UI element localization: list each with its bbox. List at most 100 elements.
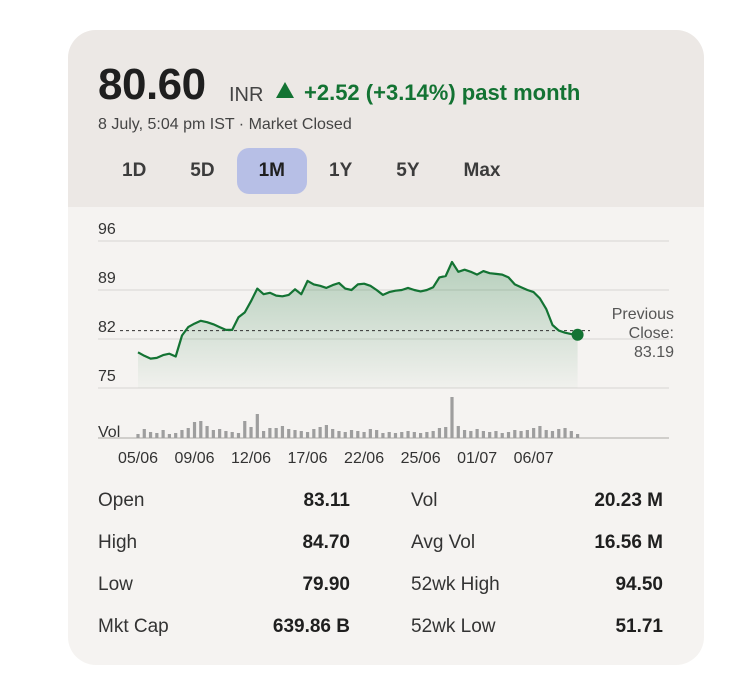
stock-card: 80.60 INR +2.52 (+3.14%) past month 8 Ju…: [68, 30, 704, 665]
volume-bar: [243, 421, 247, 438]
currency: INR: [229, 84, 264, 106]
stat-value: 51.71: [615, 616, 663, 637]
volume-bar: [569, 431, 573, 438]
price-change: +2.52 (+3.14%) past month: [304, 80, 581, 105]
volume-bar: [356, 431, 360, 438]
volume-bar: [274, 428, 278, 438]
stat-label: 52wk Low: [411, 616, 496, 637]
volume-bar: [506, 432, 511, 438]
volume-bar: [532, 428, 536, 438]
volume-bar: [419, 433, 423, 438]
x-tick-label: 12/06: [231, 450, 271, 467]
range-tab[interactable]: 5Y: [396, 160, 420, 181]
volume-bar: [500, 433, 504, 438]
price: 80.60: [98, 60, 206, 109]
previous-close-label: Previous Close:: [611, 306, 674, 342]
volume-bar: [331, 429, 335, 438]
previous-close-value: 83.19: [633, 344, 674, 361]
volume-bar: [425, 432, 429, 438]
card-header: 80.60 INR +2.52 (+3.14%) past month 8 Ju…: [68, 30, 704, 207]
range-tab[interactable]: Max: [463, 160, 501, 181]
range-tabs: 1D 5D 1M 1Y 5Y Max: [100, 148, 522, 194]
volume-bar: [218, 429, 222, 438]
volume-bar: [186, 428, 190, 438]
volume-bar: [488, 432, 492, 438]
volume-bar: [180, 430, 184, 438]
volume-bar: [462, 430, 467, 438]
volume-bar: [557, 429, 561, 438]
range-tab[interactable]: 1D: [122, 160, 147, 181]
volume-bar: [387, 432, 391, 438]
volume-bar: [544, 430, 548, 438]
stat-value: 639.86 B: [272, 616, 350, 637]
x-tick-label: 01/07: [457, 450, 497, 467]
range-tab[interactable]: 1Y: [329, 160, 353, 181]
volume-bar: [161, 430, 165, 438]
volume-bar: [481, 431, 485, 438]
volume-bar: [494, 431, 498, 438]
previous-close-note: Previous Close: 83.19: [594, 305, 674, 362]
volume-bar: [576, 434, 580, 438]
x-tick-label: 09/06: [174, 450, 214, 467]
volume-bar: [412, 432, 416, 438]
volume-bar: [538, 426, 542, 438]
y-tick-label: 82: [98, 319, 116, 336]
volume-bar: [268, 428, 272, 438]
volume-bar: [280, 426, 285, 438]
volume-bar: [155, 433, 159, 438]
volume-bar: [368, 429, 372, 438]
volume-bar: [230, 432, 234, 438]
volume-bar: [205, 426, 209, 438]
volume-bar: [287, 429, 291, 438]
volume-bar: [375, 430, 379, 438]
range-tab[interactable]: 1M: [236, 148, 307, 194]
price-area: [138, 262, 578, 388]
volume-bar: [174, 433, 178, 438]
volume-bar: [249, 427, 253, 438]
stat-value: 94.50: [615, 574, 663, 595]
volume-bar: [324, 425, 328, 438]
stat-value: 84.70: [302, 532, 350, 553]
x-tick-label: 06/07: [514, 450, 554, 467]
volume-bar: [563, 428, 567, 438]
volume-bar: [519, 431, 523, 438]
timestamp: 8 July, 5:04 pm IST · Market Closed: [98, 116, 352, 133]
volume-bar: [167, 434, 171, 438]
volume-bar: [299, 431, 303, 438]
volume-bar: [456, 426, 460, 438]
stat-label: High: [98, 532, 138, 553]
y-tick-label: 96: [98, 221, 116, 238]
stat-value: 83.11: [303, 490, 351, 511]
volume-bar: [444, 427, 448, 438]
volume-bar: [136, 434, 140, 438]
volume-bar: [211, 430, 215, 438]
x-tick-label: 22/06: [344, 450, 384, 467]
volume-bar: [337, 431, 341, 438]
volume-bar: [293, 430, 297, 438]
volume-bar: [142, 429, 146, 438]
volume-bar: [437, 428, 442, 438]
volume-bar: [305, 432, 310, 438]
last-price-dot: [571, 328, 584, 341]
up-arrow: [276, 82, 294, 98]
volume-bar: [199, 421, 203, 438]
volume-bar: [550, 431, 555, 438]
x-tick-label: 05/06: [118, 450, 158, 467]
stat-label: Vol: [411, 490, 438, 511]
volume-bar: [400, 432, 404, 438]
x-tick-label: 17/06: [288, 450, 328, 467]
range-tab[interactable]: 5D: [190, 160, 215, 181]
volume-bar: [312, 429, 316, 438]
stat-label: Mkt Cap: [98, 616, 169, 637]
y-tick-label: 75: [98, 368, 116, 385]
volume-bar: [406, 431, 410, 438]
stat-value: 16.56 M: [594, 532, 663, 553]
volume-bar: [381, 433, 385, 438]
volume-bar: [513, 430, 517, 438]
volume-bar: [255, 414, 259, 438]
volume-bar: [192, 422, 197, 438]
volume-bar: [349, 430, 354, 438]
x-tick-label: 25/06: [401, 450, 441, 467]
volume-bar: [318, 427, 322, 438]
